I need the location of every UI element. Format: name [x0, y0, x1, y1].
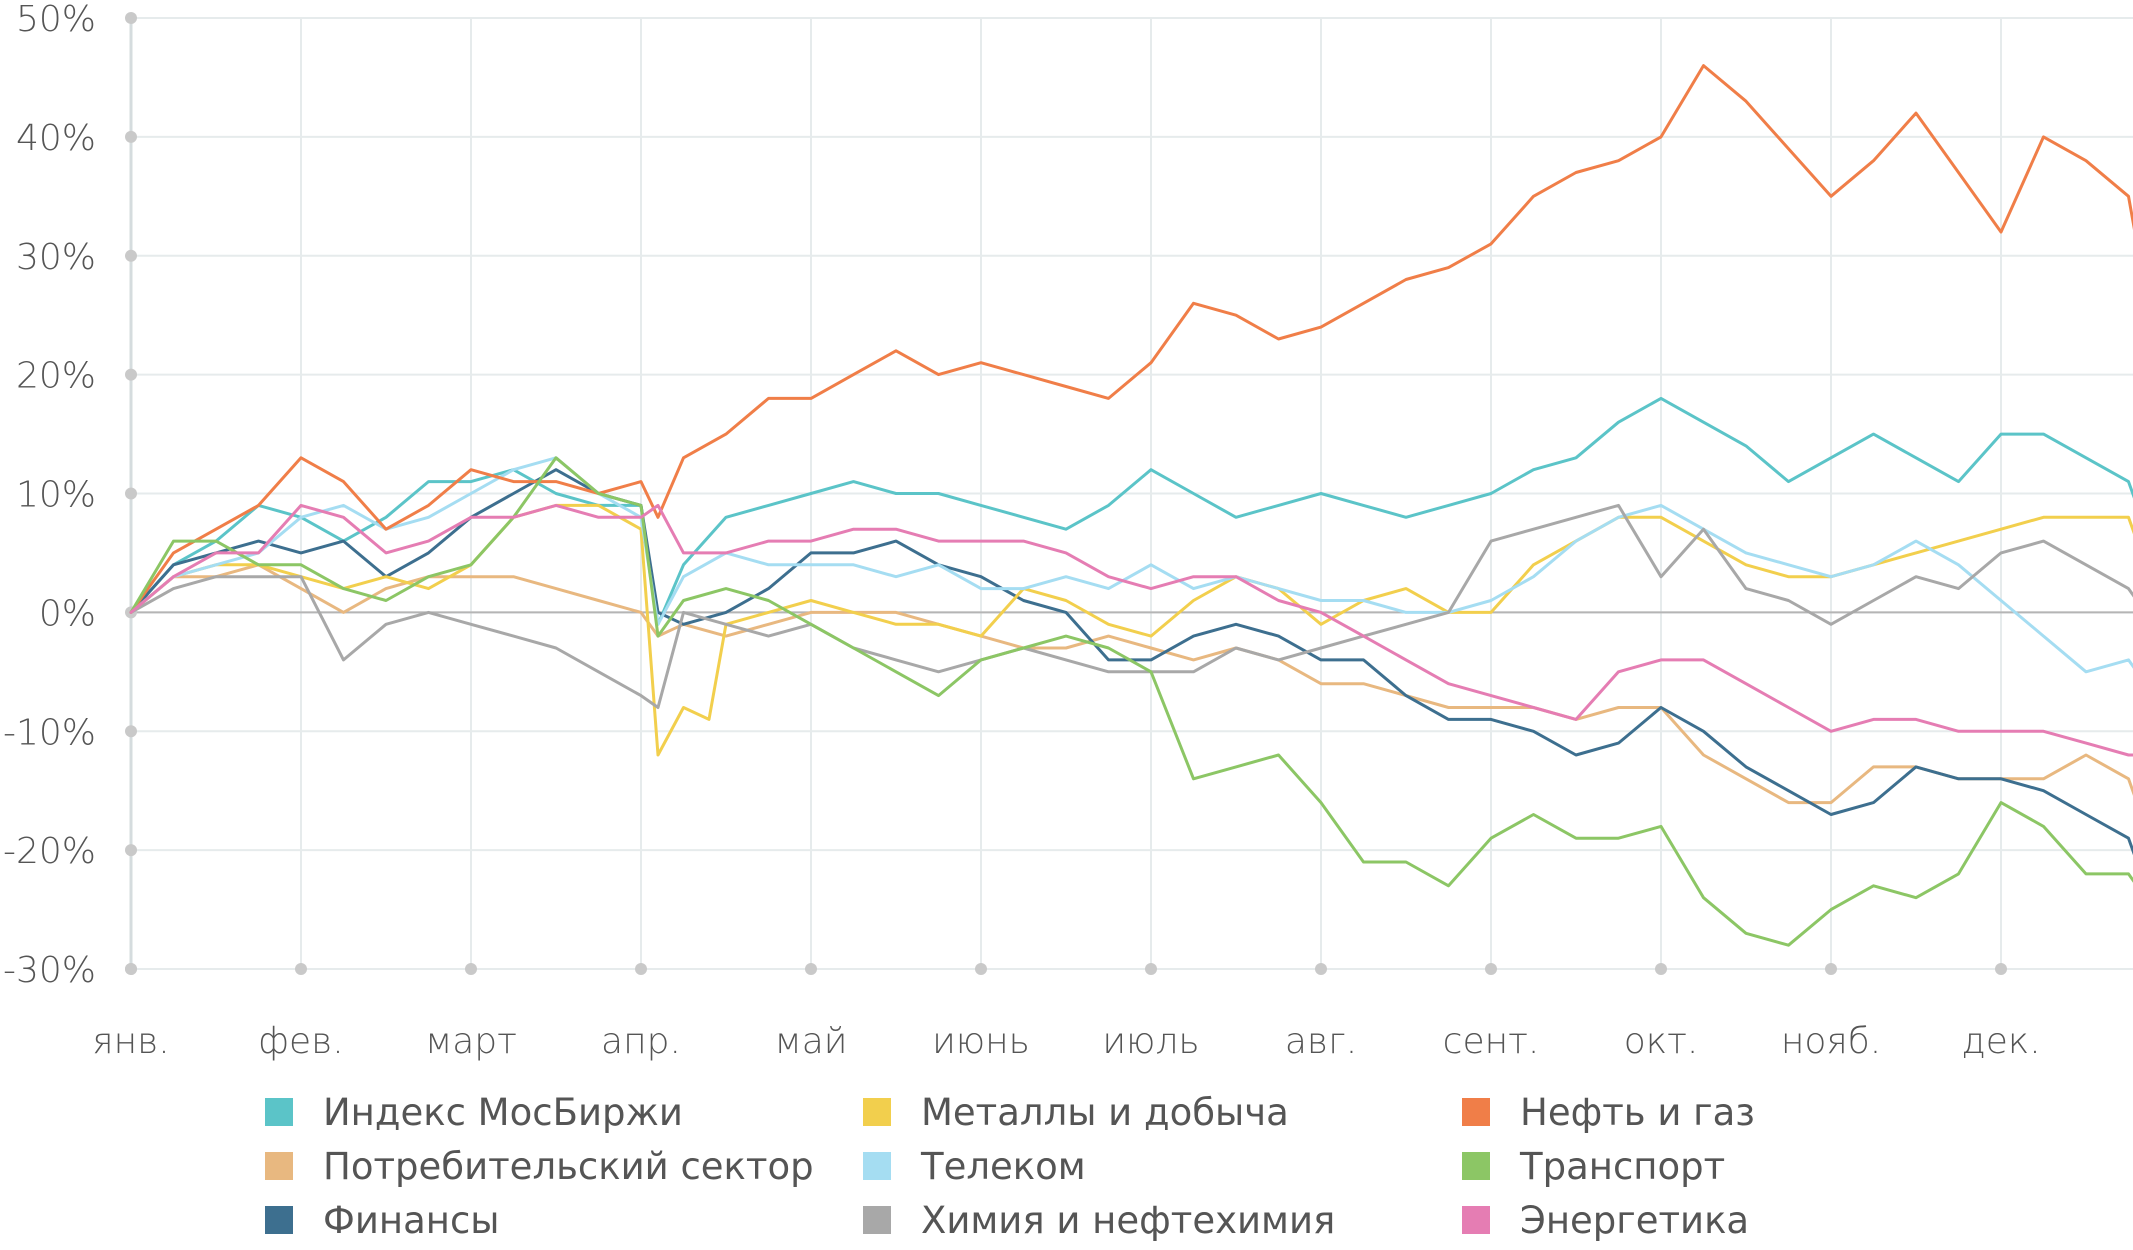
series-line — [129, 503, 2133, 709]
x-tick-dot — [1485, 963, 1497, 975]
y-tick-label: 10% — [16, 475, 96, 516]
legend-label: Индекс МосБиржи — [323, 1090, 683, 1134]
legend-swatch — [1462, 1098, 1490, 1126]
y-tick-dot — [125, 12, 137, 24]
legend-item-finance[interactable]: Финансы — [265, 1193, 500, 1247]
legend-item-oil-gas[interactable]: Нефть и газ — [1462, 1085, 1755, 1139]
legend-item-moex[interactable]: Индекс МосБиржи — [265, 1085, 683, 1139]
grid — [129, 17, 2133, 970]
y-tick-dot — [125, 130, 137, 143]
legend-item-telecom[interactable]: Телеком — [863, 1139, 1086, 1193]
line-chart: 50% 40% 30% 20% 10% 0% -10% -20% -30% янв. фев. ма… — [3, 0, 2133, 1062]
series-line — [129, 503, 2133, 757]
x-tick-label: окт. — [1624, 1021, 1699, 1062]
y-tick-label: -10% — [3, 712, 96, 753]
x-axis: янв. фев. март апр. май июнь июль авг. сент. окт.… — [92, 963, 2041, 1062]
legend-swatch — [1462, 1152, 1490, 1180]
y-tick-label: 20% — [16, 356, 96, 397]
legend-swatch — [265, 1206, 293, 1234]
legend-swatch — [863, 1098, 891, 1126]
x-tick-label: янв. — [92, 1021, 169, 1062]
x-tick-label: май — [775, 1021, 848, 1062]
legend-swatch — [863, 1206, 891, 1234]
legend-swatch — [1462, 1206, 1490, 1234]
legend-item-transport[interactable]: Транспорт — [1462, 1139, 1725, 1193]
legend-label: Химия и нефтехимия — [921, 1198, 1336, 1242]
legend-label: Потребительский сектор — [323, 1144, 814, 1188]
legend: Индекс МосБиржи Потребительский сектор Ф… — [0, 1085, 2133, 1250]
y-tick-label: -20% — [3, 831, 96, 872]
legend-item-chemistry[interactable]: Химия и нефтехимия — [863, 1193, 1335, 1247]
x-tick-dot — [1655, 963, 1667, 975]
x-tick-label: дек. — [1961, 1021, 2040, 1062]
x-tick-dot — [1315, 963, 1327, 975]
x-tick-label: март — [425, 1021, 517, 1062]
x-tick-label: сент. — [1443, 1021, 1540, 1062]
series-line — [129, 456, 2133, 674]
y-tick-dot — [125, 725, 137, 738]
legend-label: Металлы и добыча — [921, 1090, 1289, 1134]
x-tick-label: июнь — [932, 1021, 1030, 1062]
x-tick-dot — [1825, 963, 1837, 975]
y-tick-label: 40% — [16, 118, 96, 159]
y-tick-label: 50% — [16, 0, 96, 40]
x-tick-dot — [1145, 963, 1157, 975]
legend-label: Телеком — [921, 1144, 1086, 1188]
legend-label: Транспорт — [1520, 1144, 1726, 1188]
legend-label: Энергетика — [1520, 1198, 1750, 1242]
series-line — [129, 563, 2133, 805]
x-tick-dot — [465, 963, 477, 975]
y-tick-dot — [125, 844, 137, 857]
legend-item-metals[interactable]: Металлы и добыча — [863, 1085, 1289, 1139]
series-group — [129, 64, 2133, 947]
y-tick-label: 0% — [39, 593, 96, 634]
legend-swatch — [265, 1152, 293, 1180]
x-tick-label: фев. — [258, 1021, 343, 1062]
x-tick-dot — [295, 963, 307, 975]
y-tick-dot — [125, 368, 137, 381]
legend-item-energy[interactable]: Энергетика — [1462, 1193, 1749, 1247]
series-line — [129, 396, 2133, 626]
y-tick-dot — [125, 487, 137, 500]
legend-label: Нефть и газ — [1520, 1090, 1755, 1134]
x-tick-label: авг. — [1285, 1021, 1357, 1062]
y-tick-label: -30% — [3, 950, 96, 991]
x-tick-label: нояб. — [1781, 1021, 1881, 1062]
x-tick-dot — [805, 963, 817, 975]
y-tick-dot — [125, 249, 137, 262]
y-tick-label: 30% — [16, 237, 96, 278]
y-axis: 50% 40% 30% 20% 10% 0% -10% -20% -30% — [3, 0, 137, 991]
legend-swatch — [265, 1098, 293, 1126]
x-tick-dot — [1995, 963, 2007, 975]
legend-item-consumer[interactable]: Потребительский сектор — [265, 1139, 814, 1193]
series-line — [129, 64, 2133, 614]
x-tick-dot — [975, 963, 987, 975]
series-line — [129, 503, 2133, 757]
x-tick-label: апр. — [601, 1021, 681, 1062]
series-line — [129, 456, 2133, 947]
series-line — [129, 468, 2133, 856]
legend-swatch — [863, 1152, 891, 1180]
x-tick-dot — [125, 963, 137, 975]
x-tick-dot — [635, 963, 647, 975]
legend-label: Финансы — [323, 1198, 500, 1242]
x-tick-label: июль — [1102, 1021, 1199, 1062]
